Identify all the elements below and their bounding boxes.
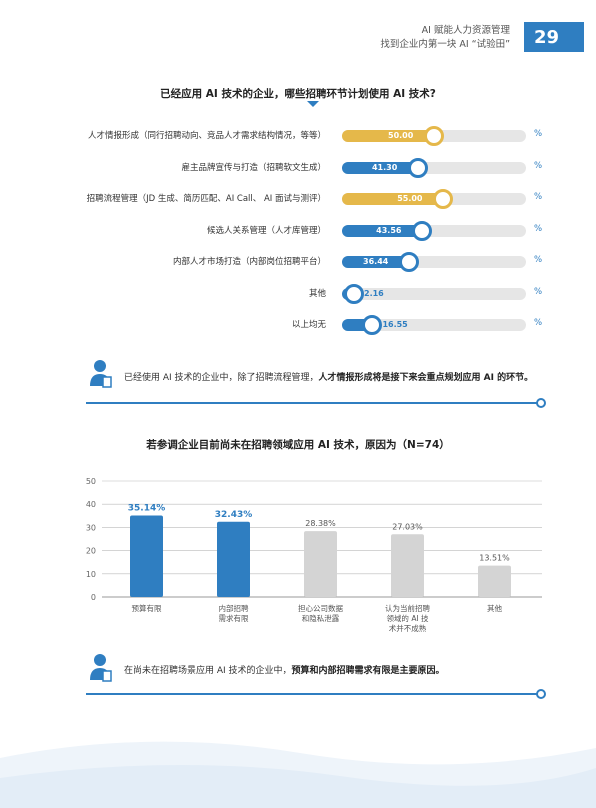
header-text: AI 赋能人力资源管理 找到企业内第一块 AI “试验田” [380,24,510,52]
hbar-pct-symbol: % [534,160,543,171]
hbar-track: 2.16 [342,283,526,304]
vbar-category-label: 其他 [487,603,502,613]
hbar-category-label: 雇主品牌宣传与打造（招聘软文生成） [181,162,326,173]
hbar-track: 43.56 [342,220,526,241]
section1-divider-end [536,398,546,408]
section2-divider-end [536,689,546,699]
hbar-value-label: 50.00 [388,131,414,140]
vbar [304,531,337,597]
hbar-pct-symbol: % [534,286,543,297]
hbar-track: 16.55 [342,315,526,335]
vbar-value-label: 35.14% [128,503,166,513]
hbar-row: 以上均无 16.55% [0,315,596,335]
section2-divider [86,693,538,695]
vbar-category-label: 需求有限 [219,613,249,623]
hbar-pct-symbol: % [534,192,543,202]
vbar-category-label: 术并不成熟 [389,623,427,633]
hbar-knob [344,283,364,304]
section1-title: 已经应用 AI 技术的企业，哪些招聘环节计划使用 AI 技术? [160,88,436,100]
vbar-category-label: 担心公司数据 [298,603,343,613]
hbar-category-label: 以上均无 [291,320,326,330]
hbar-fill [342,130,434,142]
vbar-value-label: 27.03% [392,522,423,531]
hbar-row: 雇主品牌宣传与打造（招聘软文生成） 41.30% [0,157,596,178]
hbar-row: 其他 2.16% [0,283,596,304]
hbar-fill [342,161,418,174]
y-tick-label: 10 [86,570,96,579]
page-number-badge: 29 [524,22,584,52]
section1-note-bold: 人才情报形成将是接下来会重点规划应用 AI 的环节。 [318,373,534,383]
person-icon [90,360,112,388]
section2-title: 若参调企业目前尚未在招聘领域应用 AI 技术，原因为（N=74） [146,439,450,451]
header-line-2: 找到企业内第一块 AI “试验田” [380,39,510,50]
section2-note: 在尚未在招聘场景应用 AI 技术的企业中，预算和内部招聘需求有限是主要原因。 [124,663,445,676]
vbar-category-label: 和隐私泄露 [302,613,340,623]
hbar-pct-symbol: % [534,129,543,139]
vbar [130,515,163,597]
section1-divider [86,402,538,404]
vbar-category-label: 领域的 AI 技 [386,613,429,623]
person-icon-2 [90,654,112,682]
hbar-track: 41.30 [342,157,526,178]
hbar-value-label: 16.55 [382,320,408,329]
hbar-track: 50.00 [342,126,526,146]
hbar-value-label: 43.56 [376,225,402,235]
hbar-pct-symbol: % [534,255,543,265]
hbar-track: 36.44 [342,252,526,272]
hbar-pct-symbol: % [534,223,543,234]
vbar-category-label: 认为当前招聘 [385,603,430,613]
hbar-knob [433,189,454,209]
hbar-value-label: 55.00 [397,194,423,203]
hbar-knob [424,126,444,146]
y-tick-label: 50 [86,477,96,486]
vbar [391,534,424,597]
hbar-value-label: 2.16 [364,288,384,298]
hbar-fill [342,256,410,268]
hbar-row: 人才情报形成（同行招聘动向、竞品人才需求结构情况，等等） 50.00% [0,126,596,146]
hbar-value-label: 36.44 [363,257,389,266]
section2-note-prefix: 在尚未在招聘场景应用 AI 技术的企业中， [124,666,292,676]
hbar-fill [342,193,444,205]
vbar-category-label: 预算有限 [132,603,162,613]
hbar-knob [412,220,433,241]
y-tick-label: 30 [86,523,96,532]
vbar [217,521,250,597]
section2-note-bold: 预算和内部招聘需求有限是主要原因。 [291,666,445,676]
section1-note-prefix: 已经使用 AI 技术的企业中，除了招聘流程管理， [124,373,319,383]
hbar-category-label: 候选人关系管理（人才库管理） [206,225,326,236]
hbar-knob [399,252,420,272]
hbar-category-label: 招聘流程管理（JD 生成、简历匹配、AI Call、 AI 面试与测评） [86,194,326,204]
section1-arrow [307,101,319,107]
vbar-value-label: 32.43% [215,510,253,520]
vbar-category-label: 内部招聘 [219,603,249,613]
header-line-1: AI 赋能人力资源管理 [421,25,510,36]
hbar-track: 55.00 [342,189,526,209]
hbar-category-label: 其他 [308,288,326,299]
vbar-value-label: 13.51% [479,554,510,563]
background-wave [0,741,596,808]
hbar-category-label: 内部人才市场打造（内部岗位招聘平台） [172,257,326,267]
hbar-row: 候选人关系管理（人才库管理） 43.56% [0,220,596,241]
vertical-bar-chart: 0 10 20 30 40 50 35.14% 预算有限 32.43% 内部招聘需求有限 28.38… [86,477,542,633]
hbar-row: 招聘流程管理（JD 生成、简历匹配、AI Call、 AI 面试与测评） 55.0… [0,189,596,209]
vbar-value-label: 28.38% [305,519,336,528]
vbar [478,565,511,597]
hbar-row: 内部人才市场打造（内部岗位招聘平台） 36.44% [0,252,596,272]
hbar-value-label: 41.30 [371,162,398,172]
hbar-knob [362,315,383,335]
y-tick-label: 0 [91,593,96,602]
section1-note: 已经使用 AI 技术的企业中，除了招聘流程管理，人才情报形成将是接下来会重点规划… [124,370,533,383]
hbar-category-label: 人才情报形成（同行招聘动向、竞品人才需求结构情况，等等） [87,131,326,141]
hbar-pct-symbol: % [534,318,543,328]
hbar-fill [342,224,423,237]
y-tick-label: 40 [86,500,96,509]
hbar-knob [407,157,428,178]
y-tick-label: 20 [86,547,96,556]
